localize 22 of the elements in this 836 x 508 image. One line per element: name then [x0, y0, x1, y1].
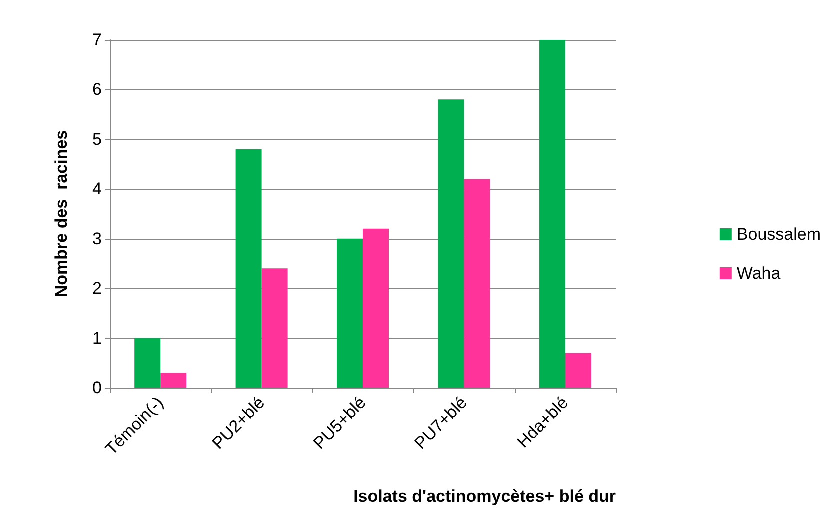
y-tick-label: 7 [92, 30, 102, 50]
bar [134, 338, 161, 388]
legend-label: Waha [736, 264, 782, 283]
bar [539, 40, 566, 388]
bar [262, 268, 288, 388]
bar [464, 179, 490, 388]
y-tick-label: 6 [92, 80, 102, 100]
y-tick-label: 3 [92, 229, 102, 248]
x-axis-title: Isolats d'actinomycètes+ blé dur [354, 487, 616, 506]
y-tick-label: 4 [92, 180, 102, 199]
y-axis-title: Nombre des racines [52, 130, 71, 298]
bar [363, 228, 389, 388]
bar [160, 373, 187, 388]
y-tick-label: 5 [92, 130, 102, 149]
bar [236, 149, 262, 388]
y-tick-label: 0 [92, 378, 102, 398]
bar [438, 100, 464, 388]
y-tick-label: 1 [92, 328, 102, 348]
legend-label: Boussalem [736, 225, 822, 244]
y-tick-label: 2 [92, 279, 102, 298]
bar [565, 353, 592, 388]
bar [337, 238, 363, 388]
